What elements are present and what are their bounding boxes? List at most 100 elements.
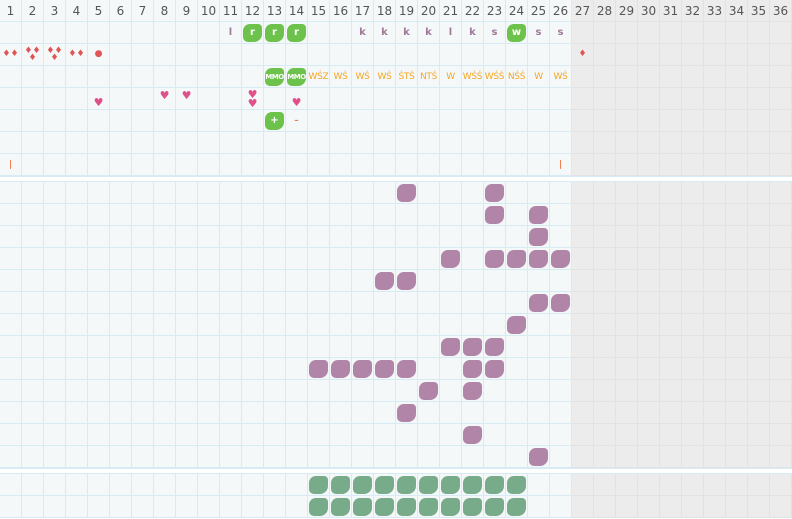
- grid-cell-21[interactable]: [440, 88, 462, 110]
- grid-cell-10[interactable]: [198, 22, 220, 44]
- grid-cell-28[interactable]: [594, 66, 616, 88]
- grid-cell-4[interactable]: [66, 314, 88, 336]
- grid-cell-2[interactable]: [22, 402, 44, 424]
- grid-cell-9[interactable]: [176, 314, 198, 336]
- grid-cell-16[interactable]: [330, 204, 352, 226]
- grid-cell-15[interactable]: [308, 424, 330, 446]
- grid-cell-25[interactable]: [528, 248, 550, 270]
- grid-cell-21[interactable]: [440, 270, 462, 292]
- grid-cell-18[interactable]: [374, 358, 396, 380]
- grid-cell-24[interactable]: [506, 314, 528, 336]
- grid-cell-21[interactable]: [440, 204, 462, 226]
- grid-cell-4[interactable]: ♦♦: [66, 44, 88, 66]
- grid-cell-7[interactable]: [132, 474, 154, 496]
- grid-cell-35[interactable]: [748, 226, 770, 248]
- grid-cell-16[interactable]: [330, 182, 352, 204]
- grid-cell-3[interactable]: [44, 110, 66, 132]
- grid-cell-28[interactable]: [594, 358, 616, 380]
- grid-cell-26[interactable]: [550, 474, 572, 496]
- grid-cell-19[interactable]: [396, 44, 418, 66]
- grid-cell-16[interactable]: [330, 154, 352, 176]
- grid-cell-34[interactable]: [726, 380, 748, 402]
- grid-cell-36[interactable]: [770, 132, 792, 154]
- grid-cell-8[interactable]: [154, 336, 176, 358]
- grid-cell-8[interactable]: [154, 182, 176, 204]
- grid-cell-35[interactable]: [748, 292, 770, 314]
- grid-cell-7[interactable]: [132, 88, 154, 110]
- grid-cell-28[interactable]: [594, 380, 616, 402]
- grid-cell-29[interactable]: [616, 496, 638, 518]
- grid-cell-15[interactable]: [308, 496, 330, 518]
- grid-cell-17[interactable]: [352, 402, 374, 424]
- grid-cell-18[interactable]: [374, 132, 396, 154]
- grid-cell-21[interactable]: [440, 380, 462, 402]
- grid-cell-5[interactable]: [88, 226, 110, 248]
- grid-cell-13[interactable]: [264, 270, 286, 292]
- grid-cell-31[interactable]: [660, 44, 682, 66]
- grid-cell-36[interactable]: [770, 66, 792, 88]
- grid-cell-36[interactable]: [770, 380, 792, 402]
- grid-cell-14[interactable]: [286, 474, 308, 496]
- grid-cell-4[interactable]: [66, 424, 88, 446]
- grid-cell-19[interactable]: [396, 446, 418, 468]
- grid-cell-11[interactable]: [220, 66, 242, 88]
- grid-cell-29[interactable]: [616, 22, 638, 44]
- grid-cell-4[interactable]: [66, 380, 88, 402]
- grid-cell-35[interactable]: [748, 402, 770, 424]
- grid-cell-4[interactable]: [66, 66, 88, 88]
- grid-cell-13[interactable]: [264, 44, 286, 66]
- grid-cell-5[interactable]: [88, 358, 110, 380]
- grid-cell-24[interactable]: [506, 292, 528, 314]
- grid-cell-25[interactable]: [528, 204, 550, 226]
- grid-cell-13[interactable]: [264, 154, 286, 176]
- grid-cell-26[interactable]: [550, 380, 572, 402]
- grid-cell-19[interactable]: [396, 110, 418, 132]
- grid-cell-9[interactable]: [176, 204, 198, 226]
- grid-cell-35[interactable]: [748, 66, 770, 88]
- grid-cell-25[interactable]: s: [528, 22, 550, 44]
- grid-cell-9[interactable]: [176, 132, 198, 154]
- grid-cell-36[interactable]: [770, 270, 792, 292]
- grid-cell-1[interactable]: [0, 314, 22, 336]
- grid-cell-5[interactable]: [88, 248, 110, 270]
- grid-cell-11[interactable]: [220, 446, 242, 468]
- grid-cell-2[interactable]: ♦♦ ♦: [22, 44, 44, 66]
- grid-cell-6[interactable]: [110, 446, 132, 468]
- grid-cell-23[interactable]: [484, 380, 506, 402]
- grid-cell-18[interactable]: [374, 446, 396, 468]
- grid-cell-13[interactable]: [264, 496, 286, 518]
- grid-cell-25[interactable]: [528, 182, 550, 204]
- grid-cell-34[interactable]: [726, 132, 748, 154]
- grid-cell-33[interactable]: [704, 154, 726, 176]
- grid-cell-9[interactable]: [176, 270, 198, 292]
- grid-cell-34[interactable]: [726, 402, 748, 424]
- grid-cell-6[interactable]: [110, 154, 132, 176]
- grid-cell-35[interactable]: [748, 474, 770, 496]
- grid-cell-32[interactable]: [682, 402, 704, 424]
- grid-cell-9[interactable]: [176, 474, 198, 496]
- grid-cell-31[interactable]: [660, 204, 682, 226]
- grid-cell-3[interactable]: [44, 88, 66, 110]
- grid-cell-21[interactable]: [440, 110, 462, 132]
- grid-cell-21[interactable]: [440, 446, 462, 468]
- grid-cell-8[interactable]: [154, 270, 176, 292]
- grid-cell-29[interactable]: [616, 44, 638, 66]
- grid-cell-11[interactable]: [220, 292, 242, 314]
- grid-cell-33[interactable]: [704, 402, 726, 424]
- grid-cell-4[interactable]: [66, 154, 88, 176]
- grid-cell-24[interactable]: [506, 154, 528, 176]
- grid-cell-19[interactable]: [396, 424, 418, 446]
- grid-cell-33[interactable]: [704, 358, 726, 380]
- grid-cell-25[interactable]: W: [528, 66, 550, 88]
- grid-cell-14[interactable]: [286, 226, 308, 248]
- grid-cell-24[interactable]: [506, 88, 528, 110]
- grid-cell-3[interactable]: [44, 66, 66, 88]
- grid-cell-26[interactable]: [550, 424, 572, 446]
- grid-cell-22[interactable]: [462, 292, 484, 314]
- grid-cell-15[interactable]: [308, 88, 330, 110]
- grid-cell-18[interactable]: [374, 154, 396, 176]
- grid-cell-12[interactable]: [242, 226, 264, 248]
- grid-cell-3[interactable]: [44, 248, 66, 270]
- grid-cell-31[interactable]: [660, 226, 682, 248]
- grid-cell-32[interactable]: [682, 66, 704, 88]
